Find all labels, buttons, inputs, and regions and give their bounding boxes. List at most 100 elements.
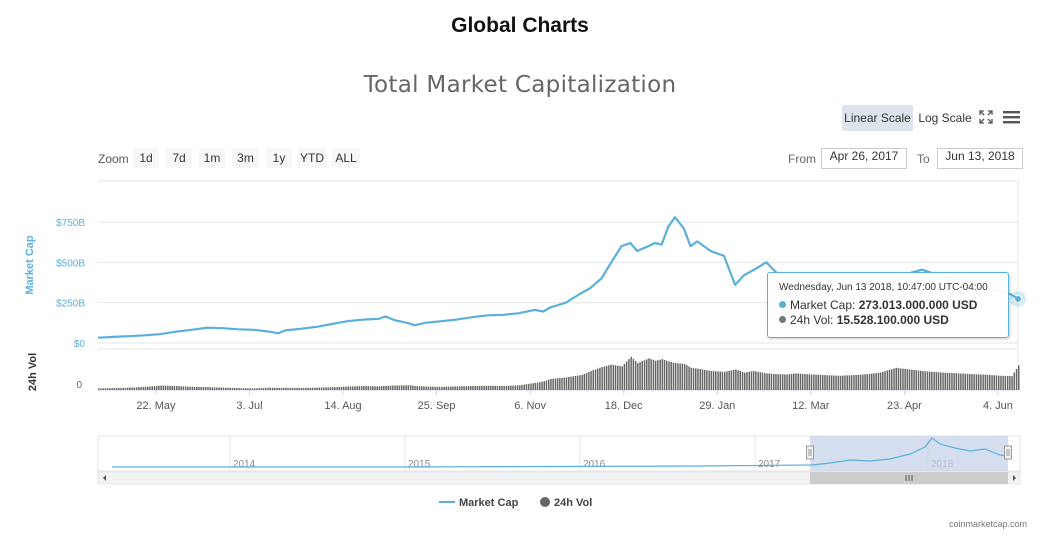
volume-bar [948, 372, 951, 390]
volume-bar [307, 387, 309, 390]
volume-bar [848, 375, 851, 390]
volume-bar [806, 374, 808, 390]
volume-bar [167, 385, 169, 390]
volume-bar [456, 386, 459, 390]
volume-bar [176, 386, 178, 390]
volume-bar [525, 384, 528, 390]
volume-bar [928, 371, 931, 390]
volume-bar [752, 371, 755, 390]
legend-market-cap[interactable]: Market Cap [439, 497, 518, 509]
volume-bar [672, 362, 675, 390]
volume-bar [115, 388, 118, 390]
volume-bar [311, 387, 314, 390]
volume-bar [392, 385, 394, 390]
navigator-year-label: 2018 [931, 459, 954, 470]
volume-bar [572, 376, 574, 390]
volume-bar [688, 366, 690, 390]
from-date-input[interactable]: Apr 26, 2017 [821, 148, 907, 169]
volume-bar [222, 387, 225, 390]
volume-bar [1006, 375, 1009, 390]
volume-bar [516, 385, 519, 390]
volume-bar [427, 386, 430, 390]
volume-bar [476, 386, 479, 390]
volume-bar [632, 358, 635, 390]
volume-bar [554, 378, 557, 390]
volume-bar [302, 387, 305, 390]
volume-bar [744, 372, 746, 390]
volume-bar [485, 385, 488, 390]
volume-bar [109, 388, 111, 390]
to-date-input[interactable]: Jun 13, 2018 [937, 148, 1023, 169]
volume-bar [666, 360, 668, 390]
volume-bar [839, 375, 842, 391]
volume-bar [933, 371, 935, 390]
volume-bar [735, 369, 737, 390]
hamburger-menu-icon[interactable] [1003, 110, 1020, 129]
volume-bar [249, 388, 251, 390]
volume-bar [527, 383, 530, 390]
volume-bar [200, 387, 202, 390]
volume-bar [995, 375, 998, 390]
volume-bar [969, 373, 971, 390]
volume-bar [387, 385, 390, 390]
volume-bar [389, 385, 392, 390]
volume-bar [423, 386, 425, 390]
volume-bar [539, 382, 541, 390]
volume-bar [160, 385, 162, 390]
volume-bar [467, 386, 470, 390]
volume-bar [701, 369, 704, 390]
volume-bar [378, 386, 381, 390]
volume-bar [187, 386, 189, 390]
volume-bar [543, 381, 545, 390]
volume-bar [815, 374, 817, 390]
fullscreen-icon[interactable] [979, 110, 993, 129]
volume-bar [536, 382, 539, 390]
volume-bar [450, 386, 452, 390]
volume-bar [276, 387, 278, 390]
zoom-1y-button[interactable]: 1y [266, 148, 292, 168]
volume-bar [124, 387, 127, 390]
volume-bar [443, 386, 445, 390]
y-tick-label: $0 [74, 339, 86, 350]
chart-title: Total Market Capitalization [363, 72, 677, 98]
volume-bar [514, 385, 517, 390]
volume-bar [906, 369, 909, 390]
volume-bar [692, 368, 695, 390]
volume-bar [1000, 375, 1002, 391]
volume-bar [908, 369, 911, 390]
tooltip-volume-row: 24h Vol: 15.528.100.000 USD [779, 313, 949, 327]
zoom-1d-button[interactable]: 1d [133, 148, 159, 168]
zoom-3m-button[interactable]: 3m [232, 148, 259, 168]
credits-link[interactable]: coinmarketcap.com [948, 519, 1027, 529]
linear-scale-button[interactable]: Linear Scale [842, 105, 913, 131]
volume-bar [563, 377, 566, 390]
volume-bar [875, 373, 877, 390]
volume-bar [282, 387, 285, 390]
volume-bar [245, 388, 247, 390]
log-scale-button[interactable]: Log Scale [918, 111, 972, 125]
volume-bar [788, 374, 791, 390]
volume-bar [683, 363, 686, 390]
volume-bar [853, 375, 855, 390]
volume-bar [724, 371, 726, 390]
zoom-ytd-button[interactable]: YTD [297, 148, 327, 168]
volume-bar [873, 373, 875, 390]
zoom-all-button[interactable]: ALL [332, 148, 360, 168]
volume-bar [663, 359, 666, 390]
zoom-7d-button[interactable]: 7d [166, 148, 192, 168]
volume-bar [253, 388, 256, 390]
tooltip-vol-label: 24h Vol: [790, 313, 834, 327]
x-tick-label: 25. Sep [418, 400, 456, 412]
volume-bar [797, 373, 799, 390]
volume-bar [570, 376, 572, 390]
volume-bar [394, 385, 396, 390]
legend-24h-vol[interactable]: 24h Vol [540, 497, 592, 509]
volume-bar [886, 370, 889, 390]
volume-bar [309, 387, 312, 390]
volume-bar [1018, 365, 1020, 390]
volume-bar [585, 373, 588, 390]
navigator-year-label: 2016 [583, 459, 606, 470]
volume-bar [521, 384, 523, 390]
zoom-1m-button[interactable]: 1m [199, 148, 225, 168]
volume-bar [726, 371, 728, 390]
